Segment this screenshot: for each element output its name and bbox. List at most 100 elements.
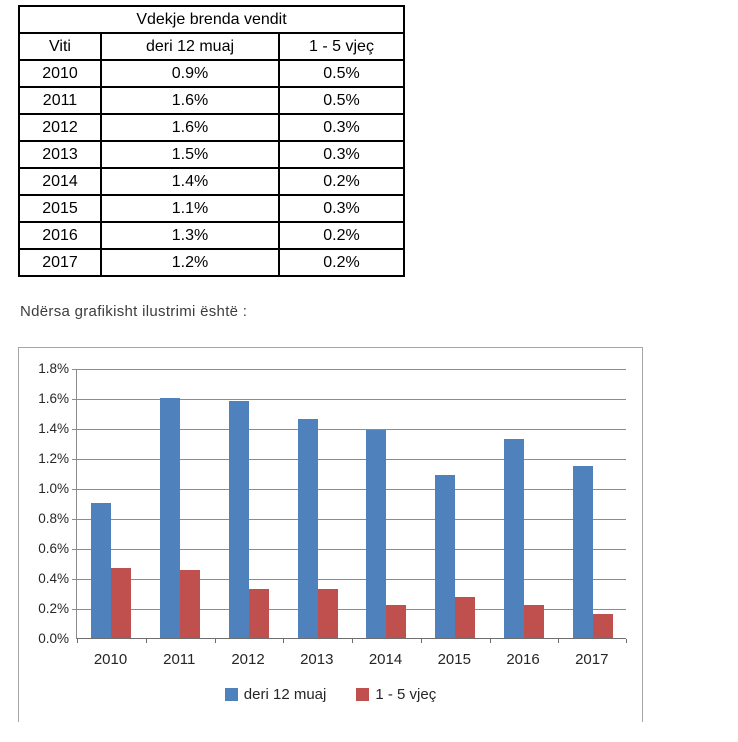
x-axis-tick <box>283 639 285 643</box>
table-title-row: Vdekje brenda vendit <box>18 5 405 34</box>
bar-deri-12-muaj-2010 <box>91 503 112 638</box>
gridline <box>77 579 626 580</box>
value-cell: 0.3% <box>278 113 405 142</box>
y-axis-tick <box>72 549 77 550</box>
x-axis-tick <box>77 639 78 643</box>
bar-1-5-vjec-2013 <box>317 588 338 638</box>
intro-text: Ndërsa grafikisht ilustrimi është : <box>20 303 248 320</box>
legend-swatch-icon <box>356 688 370 701</box>
bar-deri-12-muaj-2016 <box>503 438 524 638</box>
value-cell: 0.2% <box>278 167 405 196</box>
table-row: 2013 1.5% 0.3% <box>18 140 405 169</box>
value-cell: 1.3% <box>100 221 280 250</box>
year-cell: 2011 <box>18 86 102 115</box>
value-cell: 0.2% <box>278 221 405 250</box>
y-axis-tick <box>72 369 77 370</box>
legend-entry-1-5-vjec: 1 - 5 vjeç <box>356 686 436 703</box>
bar-1-5-vjec-2016 <box>523 605 544 638</box>
year-cell: 2014 <box>18 167 102 196</box>
year-cell: 2012 <box>18 113 102 142</box>
bar-1-5-vjec-2012 <box>248 588 269 638</box>
bar-deri-12-muaj-2011 <box>160 398 181 638</box>
x-tick-label-2013: 2013 <box>300 651 334 668</box>
table-row: 2016 1.3% 0.2% <box>18 221 405 250</box>
table-title: Vdekje brenda vendit <box>18 5 405 34</box>
value-cell: 0.3% <box>278 140 405 169</box>
legend-entry-deri-12-muaj: deri 12 muaj <box>224 686 326 703</box>
bar-1-5-vjec-2010 <box>111 567 132 638</box>
table-row: 2014 1.4% 0.2% <box>18 167 405 196</box>
table-row: 2012 1.6% 0.3% <box>18 113 405 142</box>
bar-1-5-vjec-2011 <box>180 569 201 638</box>
value-cell: 1.6% <box>100 113 280 142</box>
bar-chart: 0.0% 0.2% 0.4% 0.6% 0.8% 1.0% 1.2% 1.4% 1.6% 1.8%… <box>18 347 643 722</box>
year-cell: 2015 <box>18 194 102 223</box>
bar-1-5-vjec-2017 <box>592 614 613 638</box>
year-cell: 2010 <box>18 59 102 88</box>
x-axis-tick <box>489 639 491 643</box>
y-tick-label: 1.0% <box>38 481 69 496</box>
y-tick-label: 0.0% <box>38 631 69 646</box>
value-cell: 0.5% <box>278 86 405 115</box>
column-header-1-5-vjec: 1 - 5 vjeç <box>278 32 405 61</box>
value-cell: 1.1% <box>100 194 280 223</box>
x-axis-tick <box>352 639 353 643</box>
y-tick-label: 1.8% <box>38 361 69 376</box>
gridline <box>77 429 626 430</box>
chart-plot-area <box>72 369 627 643</box>
y-tick-label: 1.6% <box>38 391 69 406</box>
year-cell: 2013 <box>18 140 102 169</box>
value-cell: 0.3% <box>278 194 405 223</box>
table-row: 2017 1.2% 0.2% <box>18 248 405 277</box>
y-axis-tick <box>72 519 77 520</box>
bar-deri-12-muaj-2014 <box>366 429 387 638</box>
bar-1-5-vjec-2014 <box>386 605 407 638</box>
y-tick-label: 0.8% <box>38 511 69 526</box>
table-body: 2010 0.9% 0.5% 2011 1.6% 0.5% 2012 1.6% 0.3% 2013… <box>18 59 405 277</box>
y-axis-tick <box>72 609 77 610</box>
y-tick-label: 1.4% <box>38 421 69 436</box>
bar-deri-12-muaj-2012 <box>228 401 249 638</box>
x-tick-label-2015: 2015 <box>437 651 471 668</box>
gridline <box>77 519 626 520</box>
chart-legend: deri 12 muaj 1 - 5 vjeç <box>19 686 642 703</box>
legend-label: 1 - 5 vjeç <box>375 686 437 703</box>
x-tick-label-2012: 2012 <box>231 651 265 668</box>
bar-deri-12-muaj-2013 <box>297 419 318 638</box>
table-row: 2010 0.9% 0.5% <box>18 59 405 88</box>
bar-deri-12-muaj-2017 <box>572 465 593 638</box>
x-tick-label-2014: 2014 <box>368 651 403 668</box>
value-cell: 1.6% <box>100 86 280 115</box>
x-axis-tick <box>558 639 560 643</box>
bar-deri-12-muaj-2015 <box>435 474 456 638</box>
y-tick-label: 0.6% <box>38 541 69 556</box>
gridline <box>77 369 626 370</box>
gridline <box>77 399 626 400</box>
x-tick-label-2017: 2017 <box>575 651 609 668</box>
column-header-viti: Viti <box>18 32 102 61</box>
y-axis-tick <box>72 459 77 460</box>
x-tick-label-2011: 2011 <box>163 651 196 668</box>
value-cell: 0.9% <box>100 59 280 88</box>
mortality-table: Vdekje brenda vendit Viti deri 12 muaj 1 -… <box>18 5 405 277</box>
y-axis-tick <box>72 579 77 580</box>
x-tick-label-2016: 2016 <box>506 651 540 668</box>
gridline <box>77 609 626 610</box>
value-cell: 0.2% <box>278 248 405 277</box>
y-axis-tick <box>72 399 77 400</box>
y-axis-tick <box>72 489 77 490</box>
x-axis-tick <box>626 639 627 643</box>
x-axis-tick <box>145 639 147 643</box>
y-axis-tick <box>72 429 77 430</box>
x-axis-tick <box>420 639 422 643</box>
year-cell: 2016 <box>18 221 102 250</box>
value-cell: 1.4% <box>100 167 280 196</box>
value-cell: 1.5% <box>100 140 280 169</box>
x-axis-tick <box>214 639 216 643</box>
x-tick-label-2010: 2010 <box>93 651 128 668</box>
value-cell: 0.5% <box>278 59 405 88</box>
bar-1-5-vjec-2015 <box>455 596 476 638</box>
column-header-deri-12-muaj: deri 12 muaj <box>100 32 280 61</box>
gridline <box>77 549 626 550</box>
